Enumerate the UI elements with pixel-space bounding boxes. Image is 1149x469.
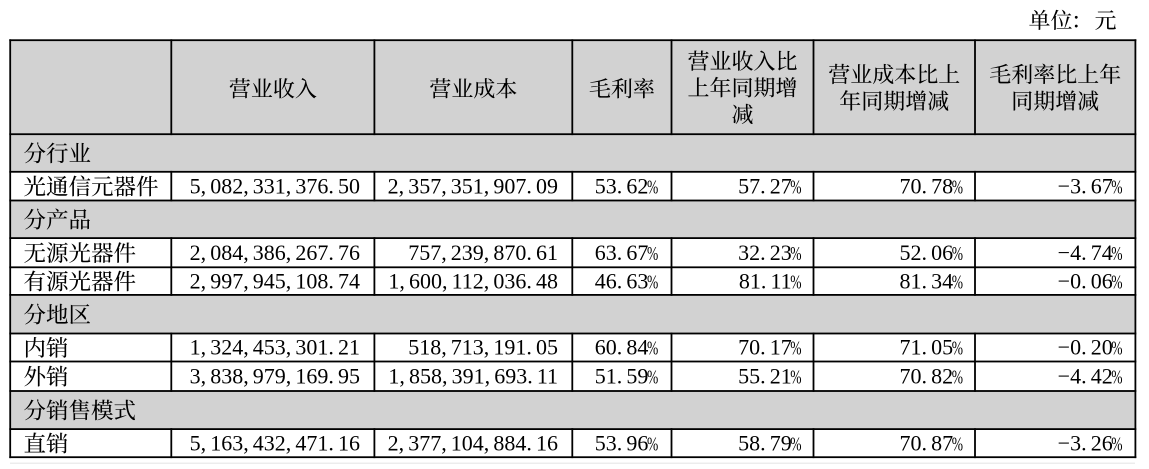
svg-text:%: % <box>1111 337 1122 359</box>
svg-text:55.21: 55. 21 <box>738 363 792 388</box>
svg-text:%: % <box>790 433 801 455</box>
svg-text:%: % <box>952 337 963 359</box>
svg-text:518,713,191.05: 518, 713, 191. 05 <box>408 335 558 360</box>
svg-text:%: % <box>647 337 658 359</box>
svg-text:70.87: 70. 87 <box>900 430 954 455</box>
svg-text:1,600,112,036.48: 1, 600, 112, 036. 48 <box>388 268 558 293</box>
svg-text:%: % <box>1111 242 1122 264</box>
svg-text:757,239,870.61: 757, 239, 870. 61 <box>408 240 558 265</box>
svg-text:%: % <box>790 366 801 388</box>
svg-text:70.78: 70. 78 <box>900 173 954 198</box>
svg-text:−0.20: −0. 20 <box>1058 335 1113 360</box>
svg-text:−4.74: −4. 74 <box>1058 240 1113 265</box>
svg-text:%: % <box>790 176 801 198</box>
svg-text:1,858,391,693.11: 1, 858, 391, 693. 11 <box>388 363 558 388</box>
svg-text:%: % <box>1111 433 1122 455</box>
svg-text:%: % <box>1111 366 1122 388</box>
svg-text:%: % <box>647 176 658 198</box>
svg-text:53.62: 53. 62 <box>595 173 649 198</box>
svg-text:1,324,453,301.21: 1, 324, 453, 301. 21 <box>190 335 360 360</box>
svg-text:%: % <box>952 176 963 198</box>
svg-text:%: % <box>790 242 801 264</box>
svg-text:81.34: 81. 34 <box>900 268 954 293</box>
svg-text:2,997,945,108.74: 2, 997, 945, 108. 74 <box>190 268 360 293</box>
svg-text:5,163,432,471.16: 5, 163, 432, 471. 16 <box>190 430 360 455</box>
svg-text:63.67: 63. 67 <box>595 240 649 265</box>
svg-text:%: % <box>790 337 801 359</box>
svg-text:5,082,331,376.50: 5, 082, 331, 376. 50 <box>190 173 360 198</box>
svg-text:46.63: 46. 63 <box>595 268 649 293</box>
svg-text:%: % <box>952 242 963 264</box>
svg-text:81.11: 81. 11 <box>739 268 792 293</box>
svg-text:52.06: 52. 06 <box>900 240 954 265</box>
svg-text:%: % <box>647 271 658 293</box>
svg-text:−3.26: −3. 26 <box>1058 430 1113 455</box>
svg-text:57.27: 57. 27 <box>738 173 792 198</box>
svg-text:%: % <box>952 271 963 293</box>
svg-text:%: % <box>952 366 963 388</box>
svg-text:%: % <box>1111 176 1122 198</box>
svg-text:%: % <box>647 433 658 455</box>
svg-text:2,377,104,884.16: 2, 377, 104, 884. 16 <box>388 430 558 455</box>
svg-text:2,357,351,907.09: 2, 357, 351, 907. 09 <box>388 173 558 198</box>
svg-text:%: % <box>952 433 963 455</box>
svg-text:−4.42: −4. 42 <box>1058 363 1113 388</box>
svg-text:60.84: 60. 84 <box>595 335 649 360</box>
svg-text:70.82: 70. 82 <box>900 363 954 388</box>
svg-text:%: % <box>1111 271 1122 293</box>
svg-text:%: % <box>647 242 658 264</box>
svg-text:−3.67: −3. 67 <box>1058 173 1113 198</box>
svg-text:58.79: 58. 79 <box>738 430 792 455</box>
svg-text:%: % <box>790 271 801 293</box>
svg-text:71.05: 71. 05 <box>900 335 954 360</box>
svg-text:−0.06: −0. 06 <box>1058 268 1113 293</box>
svg-text:32.23: 32. 23 <box>738 240 792 265</box>
svg-text:3,838,979,169.95: 3, 838, 979, 169. 95 <box>190 363 360 388</box>
svg-text:53.96: 53. 96 <box>595 430 649 455</box>
svg-text:51.59: 51. 59 <box>595 363 649 388</box>
svg-text:2,084,386,267.76: 2, 084, 386, 267. 76 <box>190 240 360 265</box>
svg-text:70.17: 70. 17 <box>738 335 792 360</box>
svg-text:%: % <box>647 366 658 388</box>
